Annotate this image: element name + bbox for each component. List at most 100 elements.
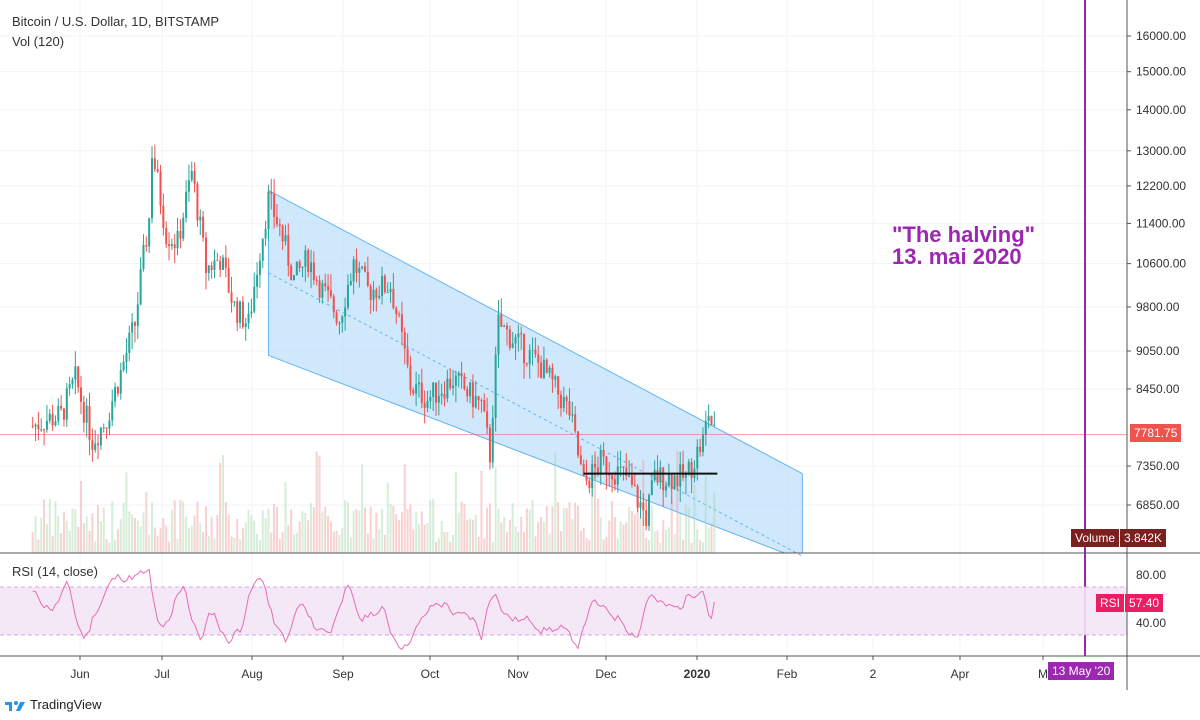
time-axis[interactable]: Jun Jul Aug Sep Oct Nov Dec 2020 Feb 2 Apr M [70, 656, 1048, 681]
candle-body[interactable] [528, 350, 531, 364]
candle-body[interactable] [636, 486, 639, 508]
candle-body[interactable] [105, 427, 108, 429]
candle-body[interactable] [574, 414, 577, 432]
candle-body[interactable] [136, 304, 139, 326]
candle-body[interactable] [562, 396, 565, 409]
candle-body[interactable] [68, 384, 71, 389]
candle-body[interactable] [77, 366, 80, 388]
candle-body[interactable] [349, 281, 352, 285]
candle-body[interactable] [585, 475, 588, 481]
candle-body[interactable] [321, 283, 324, 298]
candle-body[interactable] [301, 266, 304, 268]
candle-body[interactable] [227, 267, 230, 293]
candle-body[interactable] [236, 301, 239, 323]
candle-body[interactable] [577, 431, 579, 456]
candle-body[interactable] [488, 427, 491, 463]
candle-body[interactable] [71, 379, 74, 385]
candle-body[interactable] [469, 382, 472, 397]
candle-body[interactable] [594, 463, 597, 468]
candle-body[interactable] [54, 421, 57, 426]
candle-body[interactable] [713, 424, 716, 426]
candle-body[interactable] [145, 245, 148, 247]
candle-body[interactable] [659, 467, 662, 483]
candle-body[interactable] [153, 158, 156, 170]
candle-body[interactable] [548, 367, 551, 373]
candle-body[interactable] [151, 158, 153, 219]
candle-body[interactable] [329, 290, 332, 297]
candle-body[interactable] [409, 365, 412, 391]
candle-body[interactable] [531, 349, 534, 351]
candle-body[interactable] [165, 227, 168, 245]
descending-channel[interactable] [267, 189, 803, 554]
candle-body[interactable] [94, 443, 97, 450]
candle-body[interactable] [290, 265, 293, 281]
candle-body[interactable] [179, 230, 182, 239]
candle-body[interactable] [608, 474, 611, 476]
candle-body[interactable] [466, 389, 469, 397]
candle-body[interactable] [596, 467, 599, 474]
candle-body[interactable] [511, 343, 514, 348]
candle-body[interactable] [645, 510, 648, 526]
candle-body[interactable] [264, 229, 267, 239]
candle-body[interactable] [230, 292, 233, 303]
candle-body[interactable] [392, 288, 395, 309]
candle-body[interactable] [579, 455, 582, 465]
candle-body[interactable] [625, 467, 628, 477]
candle-body[interactable] [500, 314, 503, 327]
candle-body[interactable] [611, 475, 614, 480]
candle-body[interactable] [435, 382, 437, 403]
candle-body[interactable] [204, 237, 207, 273]
candle-body[interactable] [40, 429, 43, 431]
candle-body[interactable] [449, 378, 452, 389]
candle-body[interactable] [364, 266, 366, 272]
candle-body[interactable] [148, 218, 151, 247]
candle-body[interactable] [97, 443, 100, 446]
candle-body[interactable] [486, 411, 489, 428]
candle-body[interactable] [241, 301, 244, 328]
candle-body[interactable] [327, 286, 330, 291]
candle-body[interactable] [65, 388, 68, 420]
candle-body[interactable] [389, 288, 392, 292]
candle-body[interactable] [650, 480, 653, 495]
candle-body[interactable] [571, 414, 574, 416]
candle-body[interactable] [48, 413, 51, 421]
candle-body[interactable] [429, 396, 432, 402]
candle-body[interactable] [346, 284, 349, 308]
candle-body[interactable] [176, 230, 179, 249]
candle-body[interactable] [133, 322, 136, 326]
candle-body[interactable] [270, 191, 273, 194]
candle-body[interactable] [122, 361, 125, 371]
candle-body[interactable] [494, 354, 497, 418]
candle-body[interactable] [446, 378, 449, 399]
candle-body[interactable] [423, 403, 426, 408]
candle-body[interactable] [432, 382, 435, 397]
candle-body[interactable] [62, 408, 65, 420]
candle-body[interactable] [247, 313, 250, 324]
candle-body[interactable] [653, 470, 656, 481]
candle-body[interactable] [287, 235, 290, 266]
candle-body[interactable] [605, 456, 608, 475]
candle-body[interactable] [341, 316, 344, 323]
candle-body[interactable] [591, 463, 594, 489]
candle-body[interactable] [622, 466, 625, 468]
candle-body[interactable] [307, 250, 310, 273]
candle-body[interactable] [185, 191, 188, 218]
candle-body[interactable] [699, 446, 702, 452]
candle-body[interactable] [60, 405, 63, 409]
candle-body[interactable] [239, 301, 242, 323]
candle-body[interactable] [642, 502, 645, 511]
candle-body[interactable] [457, 373, 460, 376]
candle-body[interactable] [542, 359, 545, 379]
candle-body[interactable] [619, 466, 622, 468]
candle-body[interactable] [261, 238, 264, 261]
candle-body[interactable] [284, 235, 287, 242]
candle-body[interactable] [182, 217, 185, 239]
candle-body[interactable] [338, 322, 341, 324]
candle-body[interactable] [679, 464, 682, 487]
candle-body[interactable] [437, 395, 440, 403]
candle-body[interactable] [159, 171, 162, 206]
candle-body[interactable] [258, 260, 261, 276]
candle-body[interactable] [278, 224, 281, 226]
candle-body[interactable] [37, 424, 40, 430]
candle-body[interactable] [477, 396, 480, 401]
